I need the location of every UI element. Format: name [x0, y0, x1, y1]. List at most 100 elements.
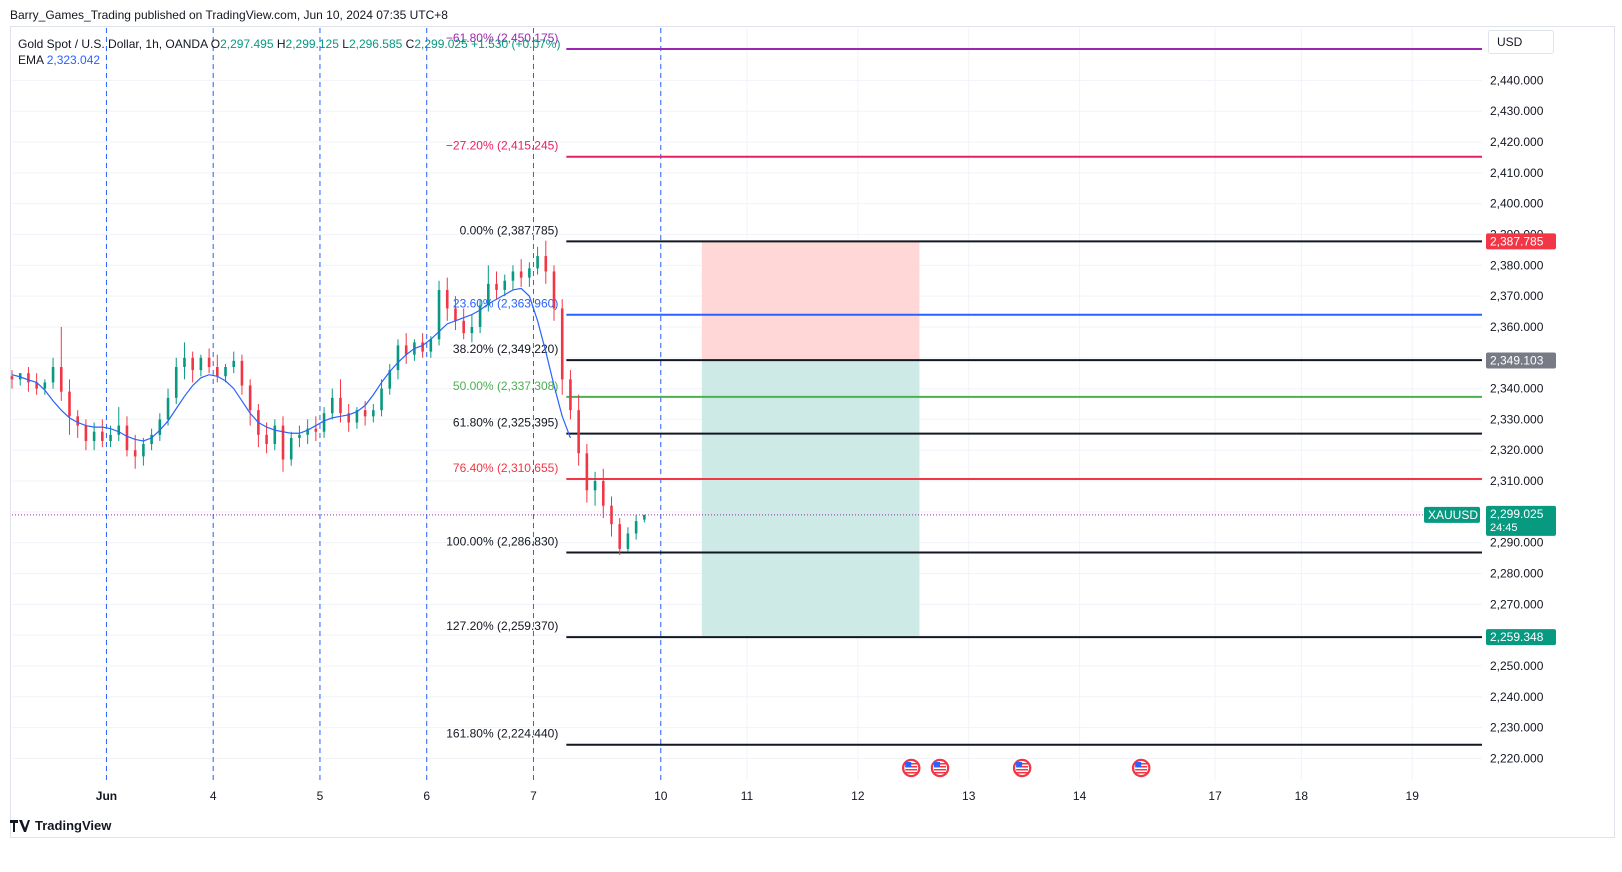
time-tick-label: 19	[1406, 789, 1420, 803]
candle-body	[643, 514, 646, 520]
candle	[330, 388, 334, 420]
candle-body	[109, 434, 112, 441]
candle	[133, 434, 137, 469]
time-tick-label: 12	[851, 789, 865, 803]
us-flag-stripe	[905, 772, 918, 774]
candle	[569, 370, 572, 420]
price-tag-label: 2,387.785	[1490, 234, 1544, 248]
symbol-tag-label: XAUUSD	[1428, 508, 1478, 522]
candle-body	[503, 280, 507, 290]
candle-body	[478, 305, 482, 327]
candle	[314, 416, 318, 441]
candle	[43, 379, 47, 395]
candle-body	[59, 367, 63, 392]
candle	[281, 416, 285, 472]
price-tick-label: 2,280.000	[1490, 567, 1544, 581]
candle-body	[634, 521, 638, 534]
price-tick-label: 2,340.000	[1490, 382, 1544, 396]
fib-level-label: 76.40% (2,310.655)	[453, 461, 558, 475]
stop-loss-zone[interactable]	[701, 241, 920, 361]
us-flag-icon[interactable]	[1130, 757, 1152, 779]
open-label: O	[210, 37, 221, 51]
candle	[68, 379, 71, 435]
us-flag-canton	[1016, 762, 1023, 767]
candle	[388, 363, 392, 395]
candle	[372, 404, 375, 423]
candle-body	[224, 367, 227, 377]
symbol-name[interactable]: Gold Spot / U.S. Dollar, 1h, OANDA	[18, 37, 208, 51]
time-tick-label: 6	[423, 789, 430, 803]
candle-body	[35, 382, 38, 389]
candle	[470, 314, 474, 343]
us-flag-stripe	[1016, 772, 1029, 774]
candle-body	[421, 342, 424, 352]
candle-body	[363, 410, 367, 417]
fib-level-label: 23.60% (2,363.960)	[453, 297, 558, 311]
time-tick-label: 18	[1295, 789, 1309, 803]
candle-body	[133, 450, 137, 457]
fib-level-label: −27.20% (2,415.245)	[446, 139, 558, 153]
candle	[216, 354, 219, 383]
candle-body	[322, 413, 326, 432]
us-flag-canton	[905, 762, 912, 767]
candle-body	[355, 410, 359, 423]
candle-body	[487, 283, 490, 306]
us-flag-stripe	[1135, 769, 1148, 771]
candles	[10, 240, 646, 556]
candle-body	[396, 345, 400, 371]
candle	[577, 394, 580, 466]
currency-button[interactable]: USD	[1488, 30, 1554, 54]
us-flag-stripe	[1135, 772, 1148, 774]
candle-body	[601, 481, 605, 506]
fib-level-label: 61.80% (2,325.395)	[453, 416, 558, 430]
take-profit-zone[interactable]	[701, 360, 920, 638]
tradingview-logo[interactable]: TradingView	[10, 818, 111, 833]
us-flag-stripe	[933, 772, 946, 774]
candle	[511, 265, 515, 290]
candle	[322, 407, 326, 438]
candle-body	[207, 357, 211, 368]
candle-body	[216, 367, 219, 377]
us-flag-icon[interactable]	[900, 757, 922, 779]
us-flag-stripe	[933, 769, 946, 771]
candle-body	[51, 367, 55, 383]
candle-body	[380, 388, 383, 411]
us-flag-icon[interactable]	[929, 757, 951, 779]
candle	[240, 354, 244, 395]
us-flag-stripe	[905, 769, 918, 771]
candle-body	[92, 431, 96, 441]
candle	[76, 410, 79, 438]
time-tick-label: 5	[317, 789, 324, 803]
candle-body	[174, 367, 178, 398]
candle	[10, 370, 14, 389]
candle	[347, 404, 351, 432]
candle	[142, 437, 145, 466]
chart-frame[interactable]	[10, 26, 1615, 838]
candle	[248, 379, 252, 426]
price-tick-label: 2,270.000	[1490, 597, 1544, 611]
fib-retracement: 0.00% (2,387.785) 23.60% (2,363.960) 38.20…	[446, 31, 1482, 746]
candle	[454, 296, 457, 331]
candle-body	[150, 434, 153, 445]
us-flag-icon[interactable]	[1011, 757, 1033, 779]
candle	[51, 357, 55, 389]
time-tick-label: 4	[210, 789, 217, 803]
candle	[626, 527, 630, 552]
candle-body	[577, 410, 580, 454]
candle-body	[372, 410, 375, 417]
candle-body	[43, 382, 47, 389]
candle-body	[248, 385, 252, 411]
close-label: C	[405, 37, 415, 51]
time-tick-label: 17	[1208, 789, 1222, 803]
price-tick-label: 2,410.000	[1490, 166, 1544, 180]
candle	[355, 407, 359, 429]
price-tag-label: 2,259.348	[1490, 630, 1544, 644]
candle-body	[404, 345, 408, 355]
price-tag	[1486, 352, 1556, 369]
price-tick-label: 2,290.000	[1490, 536, 1544, 550]
candle	[404, 333, 408, 364]
price-tag-label: 2,349.103	[1490, 354, 1544, 368]
ema-label[interactable]: EMA	[18, 53, 44, 67]
candle-body	[273, 425, 277, 445]
